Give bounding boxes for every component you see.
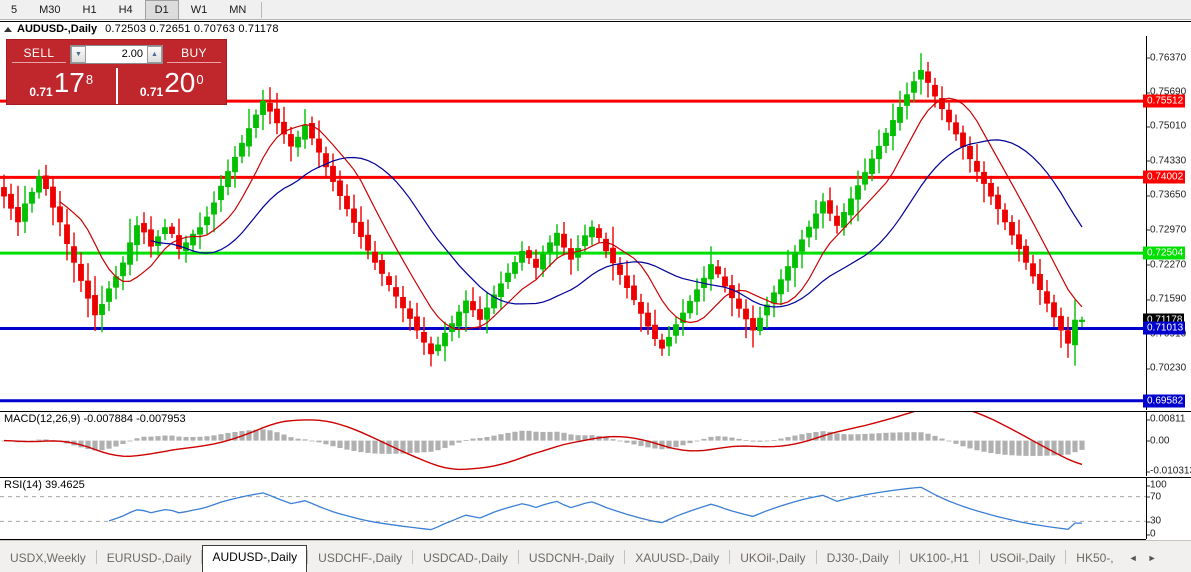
- price-plot-area[interactable]: [0, 36, 1146, 410]
- rsi-pane[interactable]: RSI(14) 39.4625 100 70 30 0: [0, 477, 1191, 540]
- macd-axis-tick: -0.010313: [1146, 466, 1191, 477]
- macd-axis: 0.00811 0.00 -0.010313: [1146, 412, 1191, 477]
- tab-divider: [307, 550, 309, 564]
- price-level-label[interactable]: 0.75512: [1143, 94, 1186, 108]
- timeframe-button-m30[interactable]: M30: [39, 3, 61, 16]
- macd-plot-area[interactable]: MACD(12,26,9) -0.007884 -0.007953: [0, 412, 1146, 476]
- timeframe-button-w1[interactable]: W1: [190, 3, 208, 16]
- rsi-title-label: RSI(14) 39.4625: [4, 479, 85, 491]
- chart-tab-dj30daily[interactable]: DJ30-,Daily: [826, 551, 889, 565]
- chart-tab-usdcnhdaily[interactable]: USDCNH-,Daily: [528, 551, 615, 565]
- tab-scroll-left-icon[interactable]: ◄: [1128, 553, 1138, 563]
- macd-pane[interactable]: MACD(12,26,9) -0.007884 -0.007953 0.0081…: [0, 411, 1191, 477]
- rsi-axis: 100 70 30 0: [1146, 478, 1191, 540]
- tab-divider: [95, 550, 97, 564]
- tab-divider: [517, 550, 519, 564]
- price-level-label[interactable]: 0.74002: [1143, 170, 1186, 184]
- candlestick-chart-svg: [0, 53, 1146, 403]
- chart-header: AUDUSD-,Daily 0.72503 0.72651 0.70763 0.…: [0, 22, 1191, 36]
- price-level-label[interactable]: 0.69582: [1143, 394, 1186, 408]
- chart-tab-usoildaily[interactable]: USOil-,Daily: [989, 551, 1056, 565]
- chart-tab-bar[interactable]: USDX,Weekly EURUSD-,Daily AUDUSD-,Daily USD…: [0, 540, 1191, 572]
- tab-divider: [624, 550, 626, 564]
- rsi-axis-tick: 100: [1147, 479, 1167, 491]
- tab-divider: [1065, 550, 1067, 564]
- macd-axis-tick: 0.00: [1146, 435, 1170, 447]
- sell-price-prefix: 0.71: [29, 85, 53, 99]
- rsi-plot-area[interactable]: RSI(14) 39.4625: [0, 478, 1146, 539]
- macd-chart-svg: [1, 412, 1085, 471]
- trade-panel-price-row: 0.71 17 8 0.71 20 0: [7, 68, 226, 104]
- rsi-axis-tick: 0: [1147, 528, 1156, 540]
- one-click-trading-panel[interactable]: SELL ▼ 2.00 ▲ BUY 0.71 17 8 0.71 20 0: [6, 39, 227, 105]
- sell-price-fraction: 8: [85, 72, 94, 87]
- sell-price-big: 17: [53, 67, 85, 98]
- timeframe-toolbar: 5 M30 H1 H4 D1 W1 MN: [0, 0, 1191, 20]
- tab-divider: [729, 550, 731, 564]
- toolbar-divider: [261, 1, 263, 18]
- rsi-chart-svg: [0, 486, 1146, 531]
- chevron-down-icon[interactable]: ▼: [71, 45, 86, 63]
- tab-divider: [898, 550, 900, 564]
- chart-tab-usdcaddaily[interactable]: USDCAD-,Daily: [423, 551, 508, 565]
- chart-tab-usdchfdaily[interactable]: USDCHF-,Daily: [318, 551, 403, 565]
- chart-window[interactable]: AUDUSD-,Daily 0.72503 0.72651 0.70763 0.…: [0, 21, 1191, 557]
- chart-symbol-label: AUDUSD-,Daily: [17, 23, 98, 35]
- buy-price-prefix: 0.71: [139, 85, 164, 99]
- chart-tab-xauusddaily[interactable]: XAUUSD-,Daily: [635, 551, 720, 565]
- price-level-label[interactable]: 0.71013: [1143, 321, 1186, 335]
- price-axis-tick: 0.75010: [1146, 120, 1187, 132]
- price-axis-tick: 0.75690: [1146, 86, 1187, 98]
- price-axis-tick: 0.76370: [1146, 52, 1187, 64]
- tab-divider: [815, 550, 817, 564]
- lot-size-value[interactable]: 2.00: [121, 48, 143, 60]
- chart-tab-ukoildaily[interactable]: UKOil-,Daily: [740, 551, 806, 565]
- chart-tab-hk50[interactable]: HK50-,: [1076, 551, 1114, 565]
- timeframe-button-mn[interactable]: MN: [229, 3, 247, 16]
- timeframe-button-h4[interactable]: H4: [118, 3, 133, 16]
- chart-ohlc-label: 0.72503 0.72651 0.70763 0.71178: [105, 23, 279, 35]
- sell-price-button[interactable]: 0.71 17 8: [7, 68, 116, 104]
- price-axis-tick: 0.71590: [1146, 293, 1187, 305]
- tab-divider: [201, 550, 203, 564]
- tab-divider: [412, 550, 414, 564]
- price-level-label[interactable]: 0.72504: [1143, 246, 1186, 260]
- price-axis-tick: 0.70230: [1146, 362, 1187, 374]
- timeframe-button-d1[interactable]: D1: [144, 0, 179, 20]
- chart-tab-eurusddaily[interactable]: EURUSD-,Daily: [106, 551, 192, 565]
- rsi-axis-tick: 30: [1146, 515, 1162, 527]
- rsi-axis-tick: 70: [1146, 491, 1162, 503]
- buy-price-big: 20: [164, 67, 196, 98]
- sell-button[interactable]: SELL: [12, 46, 66, 63]
- buy-price-fraction: 0: [196, 72, 204, 87]
- timeframe-button-h1[interactable]: H1: [82, 3, 97, 16]
- chart-tab-uk100h1[interactable]: UK100-,H1: [909, 551, 969, 565]
- collapse-triangle-icon[interactable]: [4, 26, 12, 32]
- chevron-up-icon[interactable]: ▲: [147, 45, 162, 63]
- price-axis-tick: 0.73650: [1146, 189, 1187, 201]
- lot-size-input[interactable]: ▼ 2.00 ▲: [70, 44, 163, 64]
- tab-divider: [978, 550, 980, 564]
- tab-scroll-right-icon[interactable]: ►: [1147, 553, 1157, 563]
- trade-panel-top-row: SELL ▼ 2.00 ▲ BUY: [7, 40, 226, 68]
- timeframe-button-5[interactable]: 5: [11, 3, 18, 16]
- chart-tab-audusddaily[interactable]: AUDUSD-,Daily: [202, 545, 308, 572]
- chart-tab-usdxweekly[interactable]: USDX,Weekly: [10, 551, 86, 565]
- price-axis-tick: 0.72970: [1146, 224, 1187, 236]
- price-axis-tick: 0.72270: [1146, 259, 1187, 271]
- macd-title-label: MACD(12,26,9) -0.007884 -0.007953: [4, 413, 186, 425]
- macd-axis-tick: 0.00811: [1146, 413, 1186, 425]
- price-axis[interactable]: 0.76370 0.75690 0.75010 0.74330 0.73650 0.729…: [1143, 36, 1191, 410]
- price-axis-tick: 0.74330: [1146, 155, 1187, 167]
- buy-price-button[interactable]: 0.71 20 0: [115, 67, 227, 104]
- buy-button[interactable]: BUY: [167, 46, 221, 63]
